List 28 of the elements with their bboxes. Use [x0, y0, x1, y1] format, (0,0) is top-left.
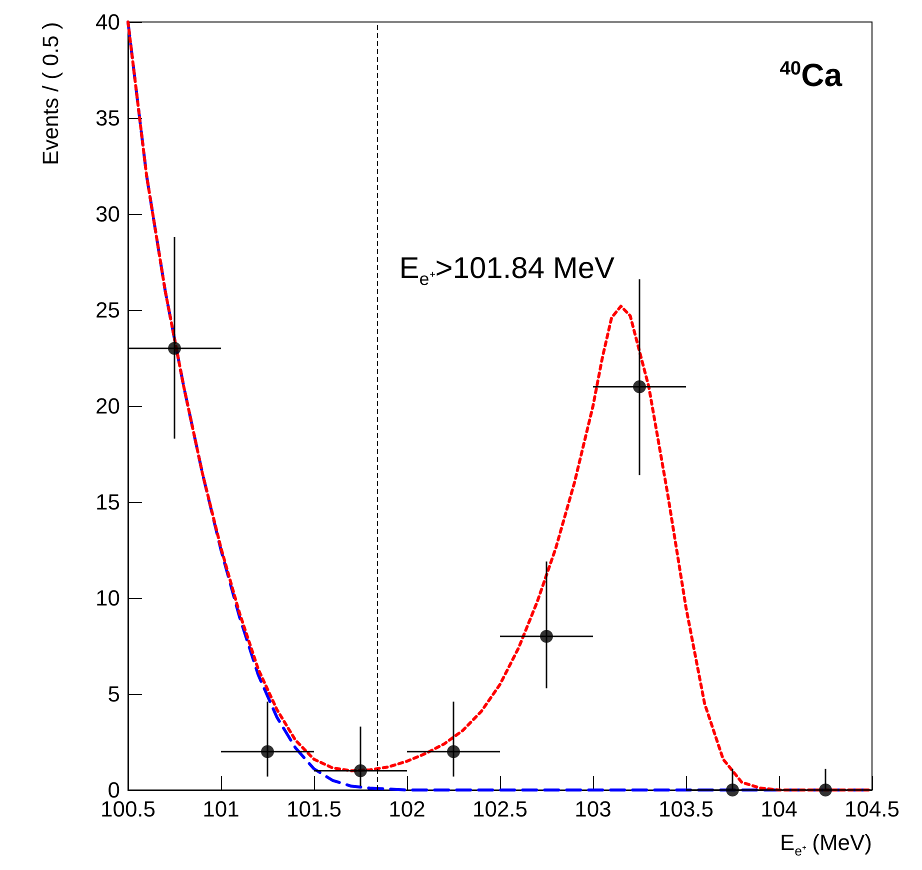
- point: [447, 745, 460, 758]
- y-tick-label: 5: [108, 682, 120, 706]
- annotation: $^{40}$Ca: [780, 57, 842, 94]
- y-tick-label: 10: [96, 586, 120, 610]
- y-tick-label: 20: [96, 394, 120, 418]
- x-tick-label: 101: [202, 796, 240, 822]
- point: [354, 764, 367, 778]
- x-tick-label: 103: [574, 796, 612, 822]
- y-axis-title: Events / ( 0.5 ): [38, 22, 64, 166]
- x-tick-label: 103.5: [658, 796, 714, 822]
- point: [261, 745, 274, 758]
- x-tick-label: 104.5: [844, 796, 900, 822]
- point: [819, 784, 832, 796]
- y-tick-label: 30: [96, 202, 120, 226]
- point: [168, 342, 181, 355]
- y-tick-label: 15: [96, 490, 120, 514]
- point: [726, 784, 739, 796]
- x-tick-label: 102.5: [472, 796, 528, 822]
- y-tick-label: 25: [96, 298, 120, 322]
- ref-line-label: E$_{e⁺}$>101.84 MeV: [399, 252, 615, 290]
- x-tick-label: 104: [760, 796, 798, 822]
- point: [633, 380, 646, 394]
- x-tick-label: 102: [388, 796, 426, 822]
- y-tick-label: 35: [96, 106, 120, 130]
- x-tick-label: 101.5: [286, 796, 342, 822]
- point: [540, 630, 553, 643]
- x-axis-title: E$_{e⁺}$ (MeV): [780, 830, 872, 860]
- y-tick-label: 40: [96, 10, 120, 34]
